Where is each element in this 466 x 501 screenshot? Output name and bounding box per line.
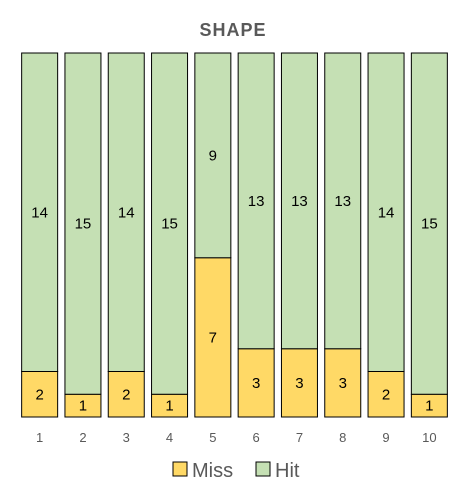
bar-miss-9 xyxy=(367,371,405,418)
bar-miss-5 xyxy=(194,257,232,418)
bars: 2 14 1 15 2 14 1 15 7 9 3 13 3 13 3 13 2 14 1 15 xyxy=(21,52,448,418)
x-tick-label-10: 10 xyxy=(422,430,436,445)
bar-hit-3 xyxy=(107,52,145,372)
legend-swatch-hit xyxy=(255,461,271,477)
value-label-hit-5: 9 xyxy=(209,147,217,164)
chart-title: SHAPE xyxy=(199,20,266,40)
value-label-hit-9: 14 xyxy=(378,204,395,221)
value-label-hit-1: 14 xyxy=(31,204,48,221)
bar-hit-8 xyxy=(324,52,362,350)
value-label-hit-10: 15 xyxy=(421,216,438,233)
x-tick-label-8: 8 xyxy=(339,430,346,445)
bar-hit-2 xyxy=(64,52,102,395)
value-label-miss-6: 3 xyxy=(252,375,260,392)
x-tick-label-4: 4 xyxy=(166,430,173,445)
bar-hit-5 xyxy=(194,52,232,259)
x-tick-label-1: 1 xyxy=(36,430,43,445)
x-axis-ticks: 1 2 3 4 5 6 7 8 9 10 xyxy=(36,430,437,445)
value-label-hit-7: 13 xyxy=(291,193,308,210)
value-label-miss-4: 1 xyxy=(165,398,173,415)
value-label-miss-8: 3 xyxy=(339,375,347,392)
value-label-miss-5: 7 xyxy=(209,329,217,346)
bar-miss-1 xyxy=(21,371,59,418)
legend-swatch-miss xyxy=(172,461,188,477)
bar-hit-6 xyxy=(237,52,275,350)
bar-miss-8 xyxy=(324,348,362,418)
value-label-miss-3: 2 xyxy=(122,386,130,403)
value-label-hit-4: 15 xyxy=(161,216,178,233)
value-label-miss-9: 2 xyxy=(382,386,390,403)
bar-hit-1 xyxy=(21,52,59,372)
x-tick-label-6: 6 xyxy=(253,430,260,445)
x-tick-label-2: 2 xyxy=(79,430,86,445)
bar-miss-3 xyxy=(107,371,145,418)
x-tick-label-9: 9 xyxy=(382,430,389,445)
value-label-miss-2: 1 xyxy=(79,398,87,415)
bar-hit-4 xyxy=(151,52,189,395)
legend: Miss Hit xyxy=(172,460,300,482)
bar-hit-10 xyxy=(410,52,448,395)
value-label-hit-2: 15 xyxy=(75,216,92,233)
x-tick-label-7: 7 xyxy=(296,430,303,445)
value-label-hit-8: 13 xyxy=(334,193,351,210)
bar-miss-7 xyxy=(280,348,318,418)
value-label-miss-7: 3 xyxy=(295,375,303,392)
x-tick-label-5: 5 xyxy=(209,430,216,445)
value-label-miss-1: 2 xyxy=(35,386,43,403)
value-label-hit-6: 13 xyxy=(248,193,265,210)
value-label-miss-10: 1 xyxy=(425,398,433,415)
legend-label-hit: Hit xyxy=(275,460,300,482)
value-label-hit-3: 14 xyxy=(118,204,135,221)
legend-label-miss: Miss xyxy=(192,460,233,482)
x-tick-label-3: 3 xyxy=(123,430,130,445)
bar-hit-7 xyxy=(280,52,318,350)
bar-hit-9 xyxy=(367,52,405,372)
